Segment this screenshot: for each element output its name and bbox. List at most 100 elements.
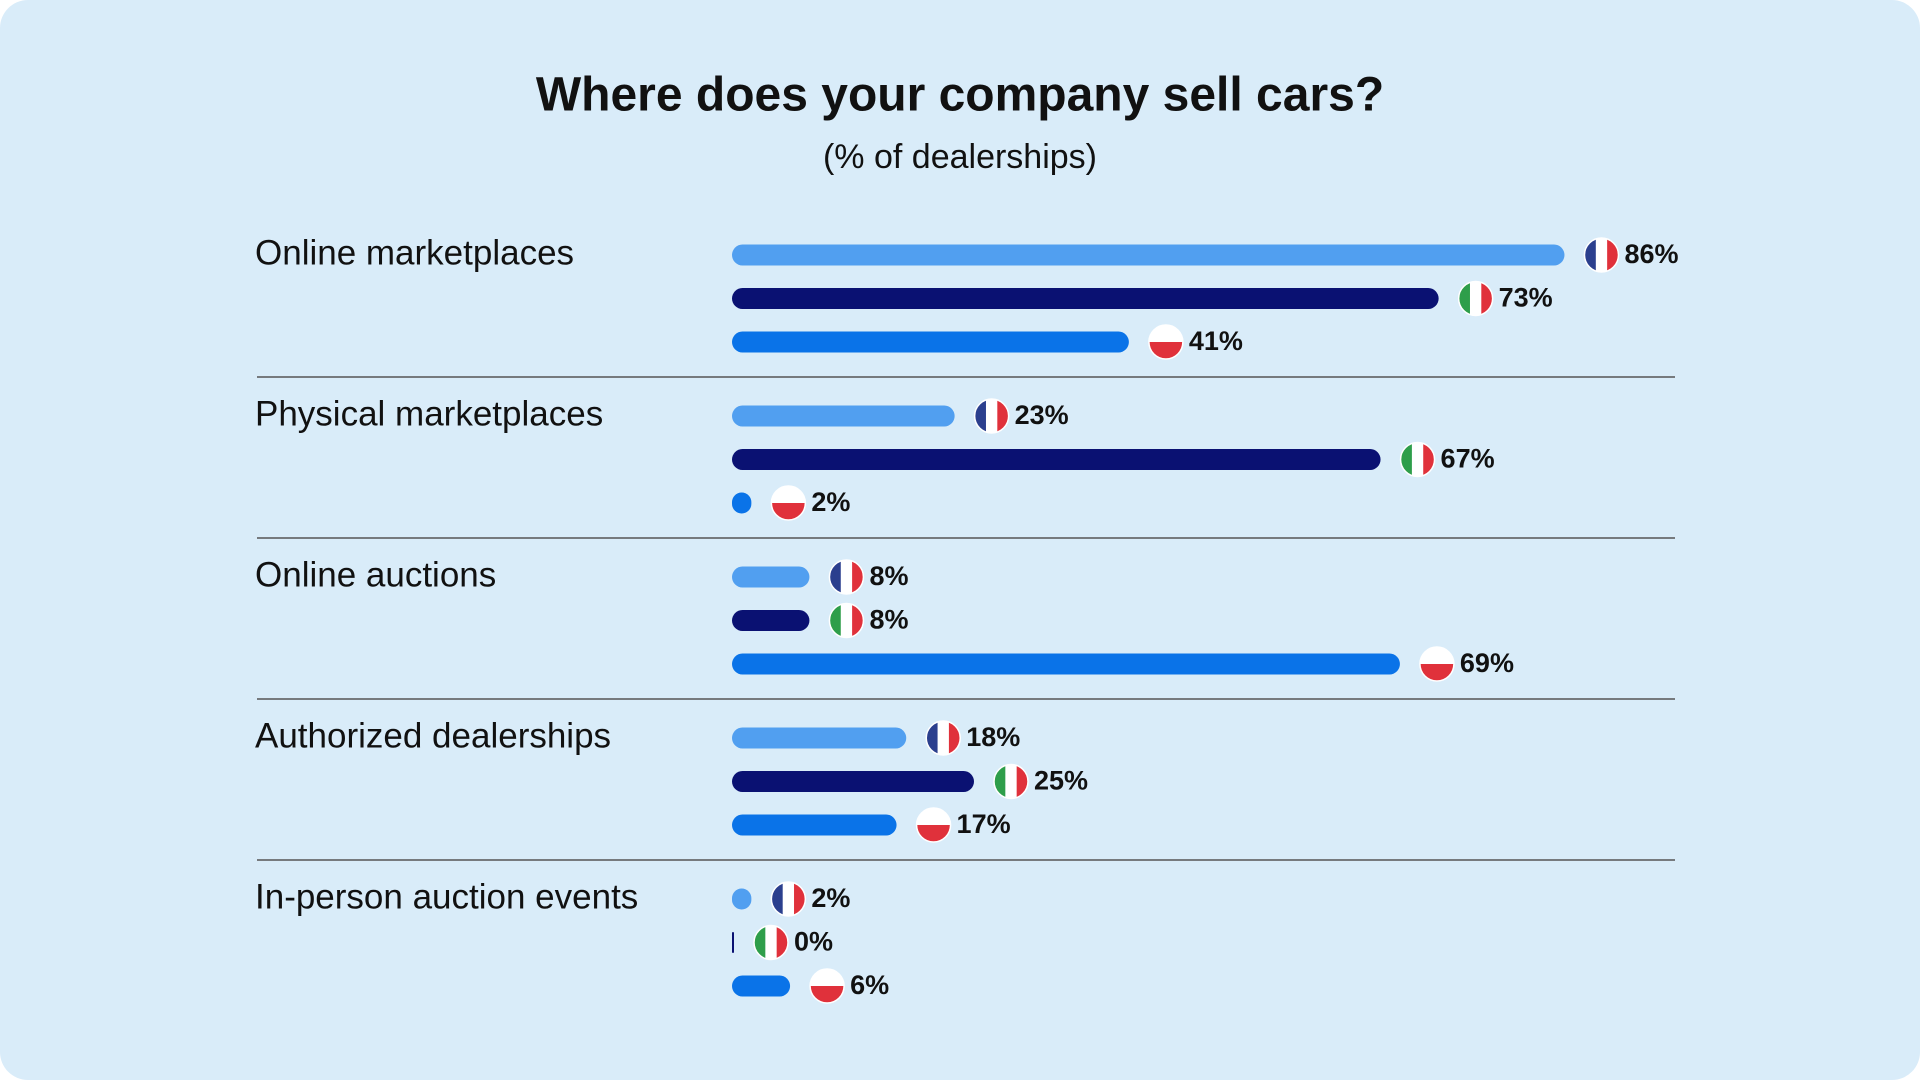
value-label: 41% [1189, 326, 1243, 356]
flag-stripe [829, 560, 842, 594]
flag [829, 603, 864, 638]
value-label: 25% [1034, 766, 1088, 796]
flag [754, 925, 788, 960]
category-label: Authorized dealerships [255, 716, 611, 755]
chart-title: Where does your company sell cars? [536, 69, 1384, 122]
flag [1400, 442, 1435, 477]
flag-stripe [1411, 442, 1424, 477]
value-label: 17% [957, 809, 1011, 839]
bar [732, 449, 1381, 470]
bar [732, 610, 810, 631]
value-label: 73% [1499, 283, 1553, 313]
flag-outline [809, 968, 845, 1004]
flag-stripe [852, 560, 864, 594]
flag [926, 721, 961, 755]
flag [1584, 238, 1619, 272]
flag-stripe [794, 882, 806, 916]
flag-outline [828, 559, 865, 595]
flag-stripe [754, 925, 766, 960]
flag-stripe [1419, 647, 1454, 665]
flag-stripe [810, 986, 845, 1003]
value-label: 0% [794, 927, 833, 957]
flag-stripe [1458, 281, 1471, 316]
flag-outline [1457, 280, 1494, 317]
flag-stripe [937, 721, 950, 755]
flag-outline [1399, 441, 1436, 478]
flag-stripe [997, 399, 1009, 433]
flag-stripe [1148, 342, 1183, 359]
flag-stripe [1148, 325, 1183, 343]
bar [732, 975, 791, 997]
flag-stripe [771, 486, 806, 504]
bar [732, 492, 752, 514]
flag-stripe [776, 925, 788, 960]
flag-stripe [771, 882, 784, 916]
flag-stripe [994, 764, 1006, 799]
flag-outline [925, 720, 961, 756]
flag [994, 764, 1028, 799]
flag-stripe [1005, 764, 1018, 799]
flag [974, 399, 1009, 433]
chart-subtitle: (% of dealerships) [823, 138, 1097, 176]
flag-stripe [840, 603, 853, 638]
flag-stripe [840, 560, 853, 594]
flag-stripe [829, 603, 842, 638]
bar [732, 331, 1129, 353]
flag-stripe [1419, 664, 1454, 681]
flag-outline [770, 485, 807, 521]
value-label: 2% [811, 487, 850, 517]
flag-outline [828, 602, 865, 639]
value-label: 69% [1460, 648, 1514, 678]
value-label: 2% [811, 883, 850, 913]
flag [1148, 325, 1183, 359]
bar [732, 244, 1565, 266]
bar [732, 288, 1439, 309]
flag-stripe [926, 721, 939, 755]
flag [829, 560, 864, 594]
bar [732, 566, 810, 588]
flag-outline [770, 881, 807, 917]
flag-stripe [852, 603, 864, 638]
value-label: 18% [966, 722, 1020, 752]
flag-stripe [1423, 442, 1435, 477]
bar [732, 771, 974, 792]
flag-stripe [782, 882, 795, 916]
flag-stripe [1469, 281, 1482, 316]
bar [732, 653, 1400, 675]
value-label: 6% [850, 970, 889, 1000]
category-label: In-person auction events [255, 877, 638, 916]
bar [732, 405, 955, 427]
flag [771, 486, 806, 520]
value-label: 23% [1015, 400, 1069, 430]
flag-stripe [765, 925, 778, 960]
value-label: 8% [869, 561, 908, 591]
value-label: 8% [869, 605, 908, 635]
flag-stripe [974, 399, 987, 433]
flag-stripe [948, 721, 961, 755]
flag-stripe [916, 825, 951, 842]
flag [1419, 647, 1454, 681]
flag-outline [753, 924, 789, 961]
flag-stripe [1016, 764, 1028, 799]
flag-outline [1148, 324, 1184, 360]
flag-stripe [916, 808, 951, 826]
value-label: 67% [1441, 444, 1495, 474]
flag-stripe [1400, 442, 1413, 477]
flag-outline [1583, 237, 1620, 273]
flag-outline [973, 398, 1010, 434]
flag-stripe [1607, 238, 1619, 272]
bar [732, 932, 734, 953]
flag [810, 969, 845, 1003]
category-label: Physical marketplaces [255, 394, 603, 433]
flag [1458, 281, 1493, 316]
flag-outline [915, 807, 952, 843]
flag-outline [1419, 646, 1455, 682]
category-label: Online auctions [255, 555, 496, 594]
category-label: Online marketplaces [255, 233, 574, 272]
flag-stripe [985, 399, 998, 433]
bar [732, 727, 907, 749]
flag-stripe [771, 503, 806, 520]
bar [732, 814, 897, 836]
